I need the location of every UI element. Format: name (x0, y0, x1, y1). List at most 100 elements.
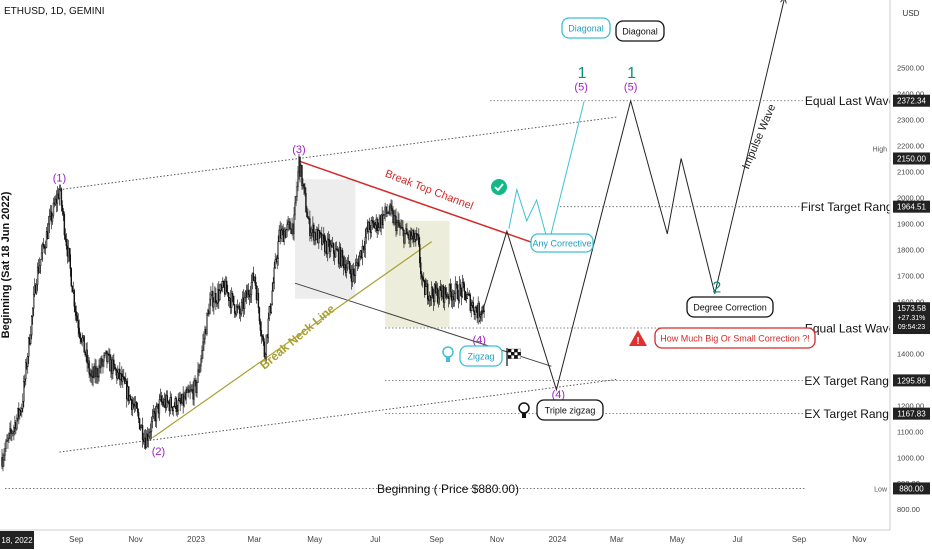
candle-body (420, 262, 422, 275)
candle-body (323, 234, 325, 238)
candle-body (35, 284, 38, 294)
candle-body (136, 407, 139, 413)
candle-body (478, 302, 480, 317)
candle-body (150, 421, 153, 432)
candle-body (363, 248, 366, 251)
candle-body (88, 360, 90, 374)
candle-body (271, 290, 273, 305)
candle-body (461, 281, 464, 297)
candle-body (327, 238, 329, 255)
side-label: Beginning (Sat 18 Jun 2022) (0, 191, 12, 338)
candle-body (180, 402, 182, 404)
price-axis (890, 0, 932, 550)
target-level-label: First Target Range (801, 200, 900, 214)
candle-body (115, 368, 117, 371)
candle-body (47, 223, 50, 239)
candle-body (402, 227, 404, 231)
candle-body (83, 335, 85, 353)
candle-body (438, 286, 441, 299)
price-tag-label: Low (874, 486, 888, 493)
y-tick-label: 1000.00 (897, 453, 924, 462)
check-icon-mark (494, 183, 504, 192)
candle-body (464, 290, 467, 301)
candle-body (422, 277, 424, 281)
candle-body (117, 372, 119, 379)
candle-body (231, 293, 234, 297)
candle-body (124, 377, 126, 384)
x-tick-label: May (307, 535, 322, 544)
candle-body (306, 211, 308, 218)
candle-body (479, 314, 481, 317)
candle-body (193, 380, 195, 400)
candle-body (13, 427, 15, 432)
price-tag (893, 94, 930, 107)
candle-body (203, 338, 205, 343)
zigzag-label-box (459, 345, 503, 367)
warning-icon (629, 330, 647, 346)
candle-body (407, 233, 409, 236)
candle-body (63, 214, 66, 236)
candle-body (472, 302, 474, 312)
candle-body (247, 289, 250, 295)
candle-body (23, 381, 25, 402)
candle-body (64, 234, 67, 240)
candle-body (76, 315, 78, 321)
candle-body (202, 341, 204, 351)
candle-body (96, 367, 98, 377)
candle-body (103, 355, 105, 362)
degree-label: 1 (578, 65, 587, 82)
candle-body (235, 306, 238, 315)
x-tick-label: May (670, 535, 685, 544)
candle-body (132, 403, 135, 406)
candle-body (151, 416, 154, 422)
candle-body (104, 352, 106, 356)
correction-warning-label-box (654, 327, 816, 349)
candle-body (78, 327, 80, 334)
candle-body (318, 230, 320, 244)
date-tag-label: 18, 2022 (1, 536, 33, 545)
diagonal-projection (508, 101, 585, 247)
consolidation-box (385, 220, 450, 328)
candle-body (238, 305, 241, 314)
candle-body (413, 230, 415, 242)
candle-body (345, 267, 348, 273)
candle-body (28, 337, 30, 357)
wave-label: (5) (574, 82, 587, 94)
candle-body (230, 293, 233, 308)
candle-body (38, 265, 41, 273)
candle-body (267, 318, 270, 338)
candle-body (355, 262, 358, 266)
wave-label: (4) (472, 334, 485, 346)
candle-body (453, 293, 456, 300)
candle-body (201, 350, 203, 360)
candle-body (58, 189, 61, 199)
last-price-value: 1573.58 (897, 304, 926, 313)
warning-icon-mark: ! (636, 336, 639, 347)
candle-body (436, 287, 439, 303)
candle-body (123, 376, 125, 379)
candle-body (385, 206, 387, 214)
x-tick-label: Sep (69, 535, 84, 544)
candle-body (354, 265, 357, 276)
x-tick-label: Jul (732, 535, 742, 544)
candle-body (73, 290, 75, 307)
candle-body (81, 337, 83, 343)
candle-body (276, 258, 278, 263)
candle-body (334, 248, 337, 258)
candle-body (7, 438, 9, 441)
candle-body (21, 408, 23, 413)
candle-body (176, 410, 178, 412)
y-tick-label: 2300.00 (897, 116, 924, 125)
candle-body (5, 440, 7, 449)
candle-body (152, 410, 155, 417)
y-tick-label: 800.00 (897, 505, 920, 514)
candle-body (352, 268, 355, 275)
candle-body (219, 290, 221, 301)
candle-body (456, 284, 459, 299)
candle-body (396, 222, 398, 232)
x-tick-label: Nov (129, 535, 143, 544)
price-tag-value: 1964.51 (897, 203, 926, 212)
price-tag-value: 1295.86 (897, 376, 926, 385)
candle-body (62, 211, 65, 215)
candle-body (179, 398, 181, 404)
